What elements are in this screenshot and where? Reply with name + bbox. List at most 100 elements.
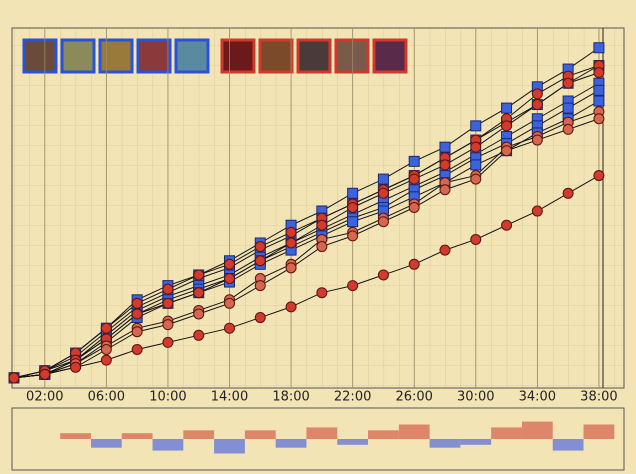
gold-point xyxy=(408,155,420,167)
gold-point xyxy=(377,187,389,199)
gold-point xyxy=(70,361,82,373)
gold-point xyxy=(562,187,574,199)
gold-diff-bar xyxy=(583,424,615,439)
gold-point xyxy=(439,159,451,171)
gold-point xyxy=(501,145,513,157)
x-tick-label: 02:00 xyxy=(26,390,63,405)
champion-icon[interactable] xyxy=(174,38,210,74)
gold-point xyxy=(193,329,205,341)
gold-point xyxy=(193,308,205,320)
gold-diff-bar xyxy=(60,433,91,439)
gold-point xyxy=(562,102,574,114)
gold-point xyxy=(162,336,174,348)
gold-point xyxy=(347,202,359,213)
x-tick-label: 06:00 xyxy=(88,390,125,405)
gold-point xyxy=(593,95,605,107)
gold-diff-bar xyxy=(460,439,492,445)
gold-point xyxy=(408,173,420,185)
gold-point xyxy=(439,184,451,196)
x-tick-label: 18:00 xyxy=(272,390,309,405)
gold-point xyxy=(470,233,482,245)
gold-point xyxy=(593,170,605,182)
gold-point xyxy=(593,113,605,125)
gold-point xyxy=(223,322,235,334)
gold-point xyxy=(593,84,605,96)
champion-icons xyxy=(22,38,408,74)
champion-icon[interactable] xyxy=(296,38,332,74)
gold-point xyxy=(531,88,543,100)
gold-point xyxy=(131,297,143,309)
gold-diff-bar xyxy=(521,421,553,439)
gold-point xyxy=(531,205,543,217)
gold-diff-bar xyxy=(152,439,184,451)
champion-icon[interactable] xyxy=(98,38,134,74)
gold-diff-bar xyxy=(121,433,153,439)
gold-point xyxy=(470,120,482,132)
gold-point xyxy=(347,187,359,199)
champion-icon[interactable] xyxy=(136,38,172,74)
gold-point xyxy=(439,244,451,256)
gold-diff-bar xyxy=(368,430,399,439)
gold-point xyxy=(439,141,451,153)
gold-point xyxy=(531,134,543,146)
gold-diff-bar xyxy=(491,427,522,439)
gold-point xyxy=(593,67,605,79)
gold-point xyxy=(347,216,359,228)
gold-point xyxy=(470,141,482,153)
x-tick-label: 30:00 xyxy=(457,390,494,405)
gold-point xyxy=(193,287,205,299)
gold-point xyxy=(470,173,482,185)
gold-point xyxy=(347,230,359,242)
gold-point xyxy=(223,258,235,270)
gold-point xyxy=(131,326,143,338)
gold-diff-bar xyxy=(552,439,584,451)
champion-icon[interactable] xyxy=(334,38,370,74)
gold-point xyxy=(377,216,389,228)
x-tick-label: 22:00 xyxy=(334,390,371,405)
gold-point xyxy=(39,368,51,380)
gold-point xyxy=(100,322,112,334)
gold-point xyxy=(131,344,143,355)
champion-icon[interactable] xyxy=(258,38,294,74)
gold-point xyxy=(316,219,328,231)
gold-point xyxy=(193,269,205,281)
gold-point xyxy=(162,319,174,331)
gold-point xyxy=(254,255,266,267)
x-tick-label: 14:00 xyxy=(211,390,248,405)
gold-point xyxy=(316,287,328,299)
gold-point xyxy=(254,312,266,324)
x-tick-label: 34:00 xyxy=(519,390,556,405)
gold-point xyxy=(377,173,389,185)
gold-point xyxy=(531,99,543,111)
gold-point xyxy=(162,297,174,309)
gold-point xyxy=(347,280,359,292)
x-tick-label: 38:00 xyxy=(580,390,617,405)
gold-diff-bar xyxy=(429,439,461,448)
gold-point xyxy=(285,262,297,274)
gold-diff-bar xyxy=(244,430,276,439)
champion-icon[interactable] xyxy=(220,38,256,74)
gold-diff-bar xyxy=(337,439,369,445)
gold-point xyxy=(100,344,112,355)
gold-point xyxy=(593,42,605,54)
gold-diff-bar xyxy=(90,439,122,448)
gold-diff-bar xyxy=(398,424,430,439)
x-tick-label: 26:00 xyxy=(395,390,432,405)
gold-point xyxy=(285,301,297,313)
gold-point xyxy=(377,269,389,281)
gold-diff-bar xyxy=(306,427,338,439)
gold-point xyxy=(285,237,297,249)
gold-diff-bar xyxy=(214,439,245,454)
champion-icon[interactable] xyxy=(22,38,58,74)
gold-point xyxy=(501,120,513,132)
gold-point xyxy=(501,102,513,114)
gold-point xyxy=(254,280,266,292)
gold-point xyxy=(162,283,174,295)
champion-icon[interactable] xyxy=(372,38,408,74)
gold-point xyxy=(8,372,20,384)
gold-diff-bar xyxy=(275,439,307,448)
champion-icon[interactable] xyxy=(60,38,96,74)
gold-point xyxy=(100,354,112,366)
